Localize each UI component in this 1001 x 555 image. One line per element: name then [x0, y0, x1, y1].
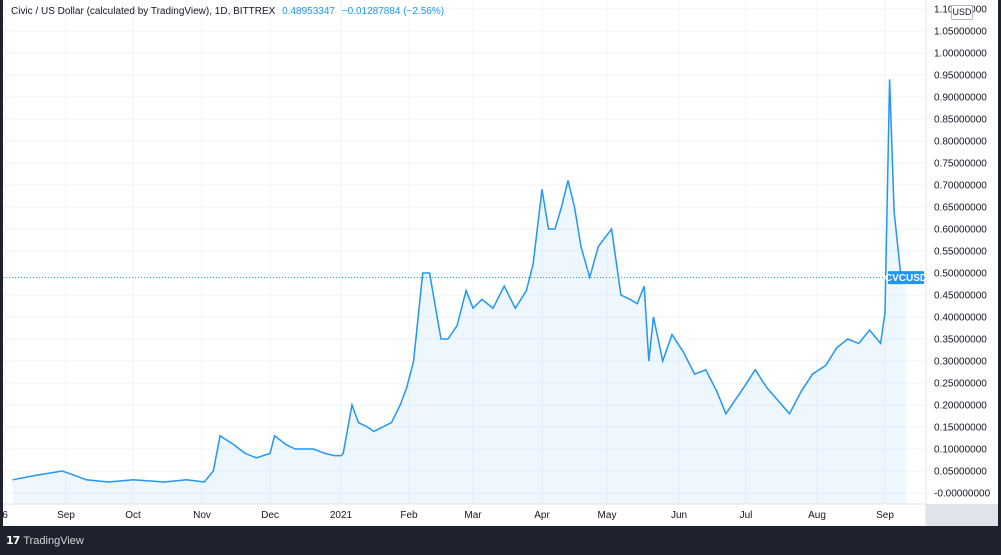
time-tick-label: May	[598, 510, 617, 521]
price-tick-label: 1.00000000	[934, 49, 987, 60]
time-tick-label: Dec	[261, 510, 279, 521]
time-axis-bg[interactable]	[3, 504, 998, 526]
time-tick-label: Apr	[534, 510, 550, 521]
time-tick-label: Jun	[671, 510, 687, 521]
price-area	[12, 79, 906, 505]
symbol-description[interactable]: Civic / US Dollar (calculated by Trading…	[11, 6, 276, 17]
price-tick-label: 0.20000000	[934, 401, 987, 412]
currency-badge[interactable]: USD	[951, 5, 973, 20]
price-tick-label: 0.15000000	[934, 423, 987, 434]
tradingview-logo-icon: 17	[6, 534, 20, 547]
price-tick-label: 0.30000000	[934, 357, 987, 368]
price-change-value: −0.01287884 (−2.56%)	[341, 6, 445, 17]
time-tick-label: Jul	[740, 510, 753, 521]
price-tick-label: 0.05000000	[934, 467, 987, 478]
brand-name: TradingView	[23, 534, 84, 547]
chart-frame[interactable]: 1.100000001.050000001.000000000.95000000…	[3, 0, 998, 526]
time-tick-label: Sep	[876, 510, 894, 521]
price-tick-label: 0.40000000	[934, 313, 987, 324]
price-tick-label: 0.80000000	[934, 137, 987, 148]
price-tick-label: 0.25000000	[934, 379, 987, 390]
price-chart[interactable]: 1.100000001.050000001.000000000.95000000…	[3, 0, 998, 526]
last-price-tag: CVCUSD	[885, 271, 927, 285]
time-tick-label: Nov	[193, 510, 211, 521]
price-tick-label: 0.90000000	[934, 93, 987, 104]
price-tick-label: 0.55000000	[934, 247, 987, 258]
price-tick-label: 0.35000000	[934, 335, 987, 346]
price-tick-label: 0.85000000	[934, 115, 987, 126]
price-tick-label: -0.00000000	[934, 489, 991, 500]
time-tick-label: Feb	[400, 510, 418, 521]
time-tick-label: Aug	[808, 510, 826, 521]
time-tick-label: Oct	[125, 510, 141, 521]
price-tick-label: 0.95000000	[934, 71, 987, 82]
price-tick-label: 0.65000000	[934, 203, 987, 214]
last-price-value: 0.48953347	[282, 6, 335, 17]
price-line	[12, 79, 906, 483]
time-tick-label: 2021	[330, 510, 353, 521]
price-tick-label: 0.70000000	[934, 181, 987, 192]
price-axis-labels: 1.100000001.050000001.000000000.95000000…	[934, 5, 991, 500]
price-axis-bg[interactable]	[926, 0, 998, 504]
price-tick-label: 0.45000000	[934, 291, 987, 302]
corner-bg	[926, 504, 998, 526]
time-tick-label: Sep	[57, 510, 75, 521]
last-price-tag-label: CVCUSD	[885, 273, 927, 284]
time-tick-label: 6	[3, 510, 8, 521]
tradingview-brand[interactable]: 17 TradingView	[6, 534, 84, 547]
footer-bar: 17 TradingView	[0, 526, 1001, 555]
price-tick-label: 1.05000000	[934, 27, 987, 38]
symbol-legend[interactable]: Civic / US Dollar (calculated by Trading…	[11, 6, 444, 17]
price-tick-label: 0.10000000	[934, 445, 987, 456]
time-axis-labels: 6 Sep Oct Nov Dec 2021 Feb Mar Apr May Jun Jul Aug Se…	[3, 510, 894, 521]
price-tick-label: 0.50000000	[934, 269, 987, 280]
time-tick-label: Mar	[464, 510, 482, 521]
price-tick-label: 0.75000000	[934, 159, 987, 170]
last-price-tag-bg	[888, 271, 924, 285]
price-tick-label: 0.60000000	[934, 225, 987, 236]
